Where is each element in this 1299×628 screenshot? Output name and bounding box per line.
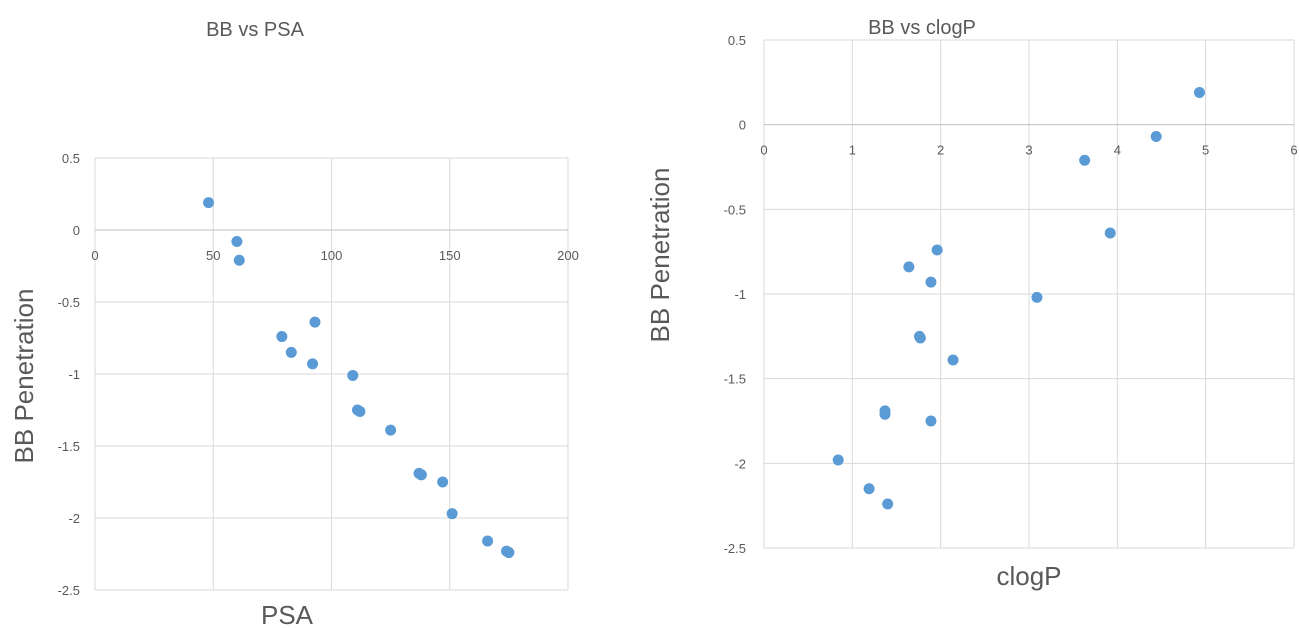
psa-xtick-label-0: 0 (91, 248, 98, 263)
psa-data-point-5 (307, 358, 319, 370)
psa-ytick-label-4: -1.5 (58, 439, 80, 454)
clogp-xtick-label-5: 5 (1202, 143, 1209, 158)
psa-ytick-label-0: 0.5 (62, 151, 80, 166)
clogp-data-point-12 (879, 408, 891, 420)
chart-bb-vs-clogp: 0.5 0 -0.5 -1 -1.5 -2 -2.5 0 1 2 3 4 5 6 BB vs clogP cl… (630, 0, 1299, 628)
psa-xtick-label-3: 150 (439, 248, 461, 263)
clogp-chart-title: BB vs clogP (868, 17, 976, 39)
psa-data-point-7 (347, 369, 359, 381)
psa-data-point-10 (385, 424, 397, 436)
clogp-data-point-14 (832, 454, 844, 466)
clogp-data-point-6 (925, 276, 937, 288)
clogp-data-point-2 (1079, 154, 1091, 166)
chart-bb-vs-psa: 0.5 0 -0.5 -1 -1.5 -2 -2.5 0 50 100 150 200 BB vs PS… (0, 0, 600, 628)
psa-ytick-label-2: -0.5 (58, 295, 80, 310)
psa-ytick-label-6: -2.5 (58, 583, 80, 598)
psa-data-point-6 (309, 316, 321, 328)
psa-x-axis-title: PSA (261, 600, 314, 628)
psa-ytick-label-5: -2 (68, 511, 80, 526)
clogp-xtick-label-3: 3 (1025, 143, 1032, 158)
psa-data-point-17 (503, 547, 515, 559)
psa-xtick-label-1: 50 (206, 248, 220, 263)
psa-data-point-3 (276, 331, 288, 343)
clogp-data-point-4 (931, 244, 943, 256)
clogp-data-point-5 (903, 261, 915, 273)
clogp-xtick-label-4: 4 (1114, 143, 1121, 158)
psa-data-point-1 (231, 236, 243, 248)
psa-xtick-label-2: 100 (321, 248, 343, 263)
scatter-plot-psa: 0.5 0 -0.5 -1 -1.5 -2 -2.5 0 50 100 150 200 BB vs PS… (9, 19, 579, 628)
clogp-data-point-0 (1193, 86, 1205, 98)
psa-ytick-label-1: 0 (73, 223, 80, 238)
clogp-ytick-label-5: -2 (734, 456, 746, 471)
clogp-data-point-3 (1104, 227, 1116, 239)
psa-data-point-15 (482, 535, 494, 547)
clogp-data-point-7 (1031, 291, 1043, 303)
clogp-data-point-10 (947, 354, 959, 366)
clogp-ytick-label-4: -1.5 (724, 372, 746, 387)
psa-chart-title: BB vs PSA (206, 19, 304, 41)
clogp-y-axis-title: BB Penetration (645, 168, 675, 343)
clogp-xtick-label-6: 6 (1290, 143, 1297, 158)
psa-data-point-12 (415, 469, 427, 481)
clogp-data-point-9 (914, 332, 926, 344)
clogp-xtick-label-0: 0 (760, 143, 767, 158)
psa-data-point-2 (233, 254, 245, 266)
psa-data-point-0 (203, 197, 215, 209)
clogp-data-point-16 (882, 498, 894, 510)
psa-data-point-14 (446, 508, 458, 520)
clogp-ytick-label-2: -0.5 (724, 202, 746, 217)
psa-ytick-label-3: -1 (68, 367, 80, 382)
psa-xtick-label-4: 200 (557, 248, 579, 263)
scatter-plot-clogp: 0.5 0 -0.5 -1 -1.5 -2 -2.5 0 1 2 3 4 5 6 BB vs clogP cl… (645, 17, 1298, 591)
clogp-data-point-1 (1150, 131, 1162, 143)
clogp-xtick-label-2: 2 (937, 143, 944, 158)
clogp-xtick-label-1: 1 (849, 143, 856, 158)
psa-data-point-4 (285, 346, 297, 358)
clogp-ytick-label-0: 0.5 (728, 33, 746, 48)
clogp-ytick-label-3: -1 (734, 287, 746, 302)
clogp-x-axis-title: clogP (996, 561, 1061, 591)
clogp-data-point-15 (863, 483, 875, 495)
psa-data-point-13 (437, 476, 449, 488)
clogp-ytick-label-6: -2.5 (724, 541, 746, 556)
psa-data-point-9 (354, 405, 366, 417)
clogp-data-point-13 (925, 415, 937, 427)
clogp-ytick-label-1: 0 (739, 118, 746, 133)
psa-y-axis-title: BB Penetration (9, 289, 39, 464)
